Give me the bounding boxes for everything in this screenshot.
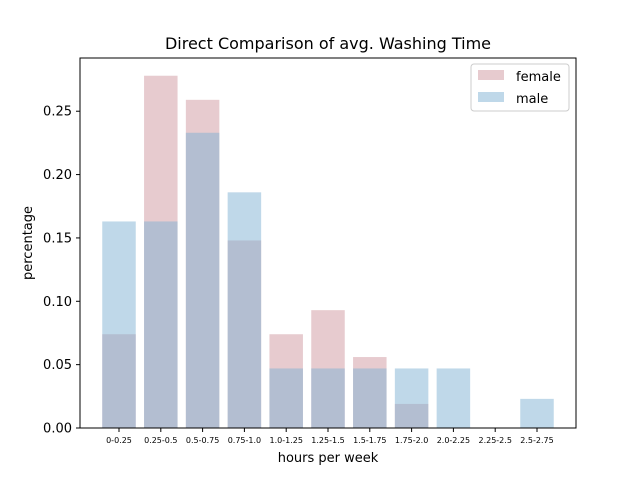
x-tick-label-9: 2.25-2.5 (478, 436, 511, 445)
bar-male-6 (353, 368, 387, 428)
x-axis: 0-0.25 0.25-0.5 0.5-0.75 0.75-1.0 1.0-1.25 1.… (106, 428, 554, 445)
y-tick-label-0: 0.00 (43, 422, 72, 437)
bar-male-7 (394, 368, 429, 428)
x-tick-label-7: 1.75-2.0 (395, 436, 428, 445)
bar-male-10 (520, 398, 554, 428)
legend-swatch-female (478, 70, 504, 80)
y-axis-label: percentage (21, 206, 36, 280)
x-tick-label-0: 0-0.25 (106, 436, 132, 445)
legend-label-male: male (516, 92, 548, 107)
y-axis: 0.00 0.05 0.10 0.15 0.20 0.25 (43, 105, 80, 437)
y-tick-label-1: 0.05 (43, 358, 72, 373)
x-tick-label-1: 0.25-0.5 (144, 436, 177, 445)
y-tick-label-5: 0.25 (43, 105, 72, 120)
x-tick-label-10: 2.5-2.75 (520, 436, 553, 445)
bar-male-8 (436, 368, 471, 428)
y-tick-label-3: 0.15 (43, 231, 72, 246)
legend: female male (470, 63, 570, 112)
y-tick-label-2: 0.10 (43, 295, 72, 310)
legend-swatch-male (478, 92, 504, 102)
chart-title: Direct Comparison of avg. Washing Time (165, 34, 491, 53)
x-tick-label-4: 1.0-1.25 (269, 436, 302, 445)
bar-male-0 (102, 221, 136, 428)
x-tick-label-5: 1.25-1.5 (311, 436, 344, 445)
bars-group (102, 75, 554, 429)
legend-label-female: female (516, 70, 561, 85)
bar-male-4 (269, 368, 303, 428)
x-tick-label-8: 2.0-2.25 (437, 436, 470, 445)
bar-male-2 (185, 132, 220, 428)
y-tick-label-4: 0.20 (43, 168, 72, 183)
bar-male-5 (311, 368, 345, 428)
x-tick-label-3: 0.75-1.0 (228, 436, 261, 445)
x-axis-label: hours per week (278, 451, 379, 466)
bar-male-1 (144, 221, 178, 428)
bar-male-3 (227, 192, 262, 428)
x-tick-label-2: 0.5-0.75 (186, 436, 219, 445)
x-tick-label-6: 1.5-1.75 (353, 436, 386, 445)
